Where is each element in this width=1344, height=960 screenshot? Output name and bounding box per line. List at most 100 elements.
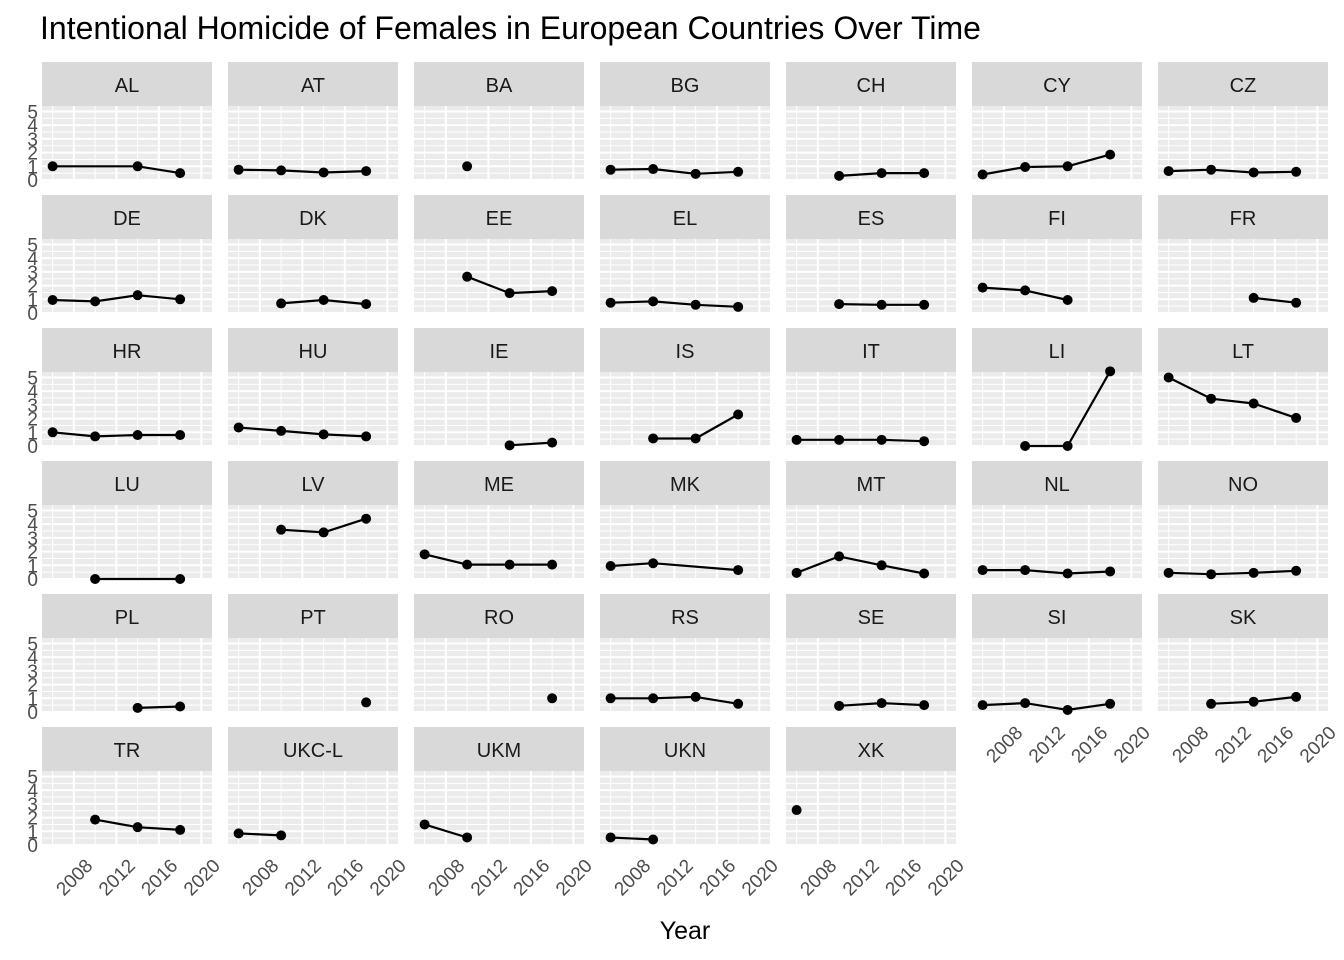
data-point xyxy=(504,288,515,299)
y-tick-label: 3 xyxy=(27,396,38,417)
data-point xyxy=(175,294,186,305)
data-point xyxy=(876,560,887,571)
data-point xyxy=(361,431,372,442)
data-point xyxy=(1206,569,1217,580)
facet-strip-label: UKM xyxy=(477,740,521,762)
facet-strip-label: FI xyxy=(1048,208,1066,230)
panel-background xyxy=(786,372,956,446)
data-point xyxy=(276,524,287,535)
x-tick-label: 2008 xyxy=(1169,723,1214,768)
data-point xyxy=(90,814,101,825)
x-tick-label: 2020 xyxy=(366,856,411,901)
data-point xyxy=(547,437,558,448)
data-point xyxy=(175,574,186,584)
series-line xyxy=(610,300,739,308)
data-point xyxy=(233,828,244,839)
y-tick-label: 4 xyxy=(27,116,38,137)
data-point xyxy=(733,565,744,576)
data-point xyxy=(462,559,473,570)
facet-panel-cy: CY xyxy=(972,62,1142,181)
y-tick-label: 2 xyxy=(27,144,38,165)
data-point xyxy=(919,436,930,447)
data-point xyxy=(919,568,930,579)
data-point xyxy=(175,701,186,712)
panel-background xyxy=(972,239,1142,313)
data-point xyxy=(276,165,287,176)
facet-strip-label: UKC-L xyxy=(283,740,343,762)
data-point xyxy=(361,697,372,708)
series-line xyxy=(1168,376,1297,419)
data-point xyxy=(1105,698,1116,709)
data-point xyxy=(47,161,58,172)
x-tick-label: 2008 xyxy=(983,723,1028,768)
facet-strip-label: IT xyxy=(862,341,880,363)
series-line xyxy=(796,438,925,443)
series-line xyxy=(238,426,367,438)
data-point xyxy=(276,830,287,841)
facet-strip xyxy=(42,461,212,505)
facet-strip-label: IS xyxy=(676,341,695,363)
data-point xyxy=(175,824,186,835)
data-point xyxy=(90,431,101,442)
x-tick-label: 2012 xyxy=(467,856,512,901)
data-point xyxy=(175,168,186,179)
facet-strip-label: ME xyxy=(484,474,514,496)
data-point xyxy=(648,164,659,175)
data-point xyxy=(605,164,616,175)
facet-strip-label: RS xyxy=(671,607,699,629)
data-point xyxy=(175,430,186,441)
panel-background xyxy=(42,771,212,845)
data-point xyxy=(690,433,701,444)
data-point xyxy=(733,301,744,312)
panel-background xyxy=(600,372,770,446)
facet-panel-ba: BA xyxy=(414,62,584,181)
facet-strip xyxy=(1158,594,1328,638)
facet-strip xyxy=(786,62,956,106)
data-point xyxy=(419,819,430,830)
data-point xyxy=(318,527,329,538)
facet-strip xyxy=(1158,62,1328,106)
facet-strip-label: IE xyxy=(490,341,509,363)
data-point xyxy=(1206,698,1217,709)
facet-panel-rs: RS xyxy=(600,594,770,713)
data-point xyxy=(876,698,887,709)
data-point xyxy=(547,286,558,297)
facet-panel-ch: CH xyxy=(786,62,956,181)
facet-strip xyxy=(786,461,956,505)
panel-background xyxy=(414,771,584,845)
facet-strip-label: CY xyxy=(1043,75,1071,97)
data-point xyxy=(919,700,930,711)
data-point xyxy=(733,409,744,420)
y-tick-label: 4 xyxy=(27,249,38,270)
panel-background xyxy=(228,505,398,579)
facet-strip xyxy=(228,727,398,771)
data-point xyxy=(47,294,58,305)
data-point xyxy=(733,698,744,709)
facet-strip-label: HU xyxy=(299,341,328,363)
data-point xyxy=(648,558,659,569)
facet-strip xyxy=(414,727,584,771)
data-point xyxy=(47,427,58,438)
data-point xyxy=(690,168,701,179)
y-tick-label: 2 xyxy=(27,410,38,431)
facet-strip-label: NO xyxy=(1228,474,1258,496)
y-tick-label: 5 xyxy=(27,102,38,123)
facet-strip xyxy=(972,328,1142,372)
y-tick-label: 3 xyxy=(27,263,38,284)
facet-strip xyxy=(600,461,770,505)
facet-strip-label: EL xyxy=(673,208,697,230)
series-line xyxy=(52,294,181,303)
data-point xyxy=(361,513,372,524)
data-point xyxy=(361,166,372,177)
panel-background xyxy=(1158,239,1328,313)
y-tick-label: 1 xyxy=(27,290,38,311)
y-tick-label: 5 xyxy=(27,767,38,788)
data-point xyxy=(361,299,372,310)
data-point xyxy=(1062,294,1073,305)
data-point xyxy=(1248,167,1259,178)
